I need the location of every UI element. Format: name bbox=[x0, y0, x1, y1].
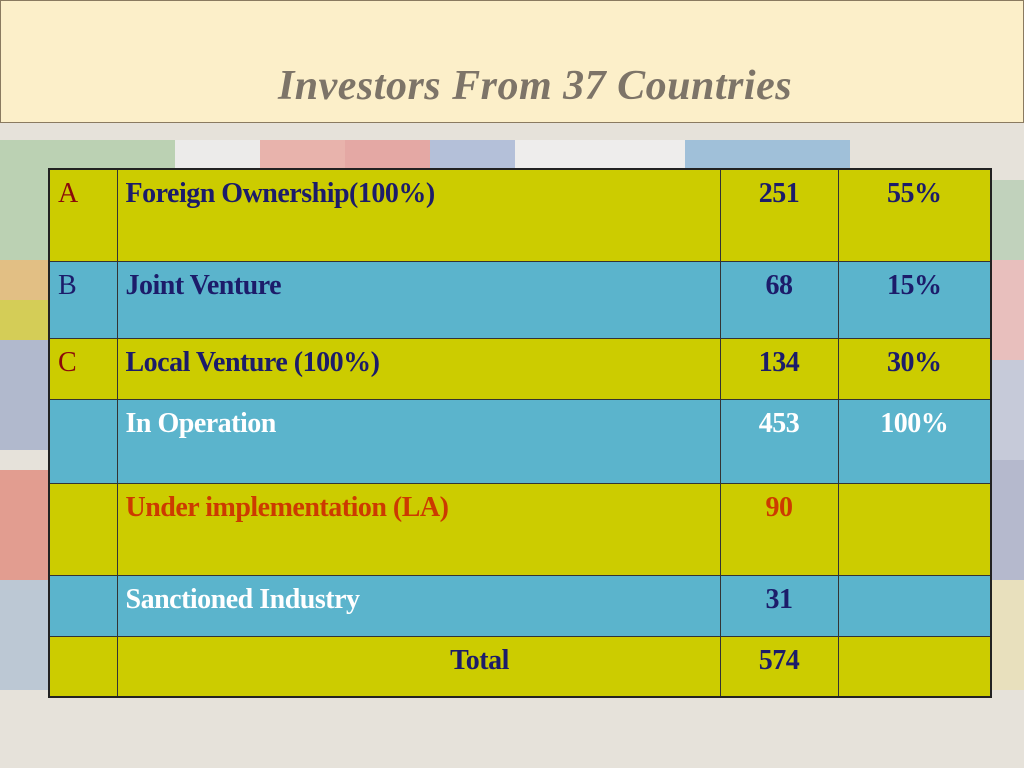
table-row: In Operation 453 100% bbox=[48, 398, 992, 484]
row-share: 55% bbox=[837, 168, 992, 262]
row-name: Total bbox=[116, 635, 721, 698]
row-share bbox=[837, 574, 992, 637]
table-row: Total 574 bbox=[48, 635, 992, 698]
table-row: Sanctioned Industry 31 bbox=[48, 574, 992, 637]
row-count: 251 bbox=[719, 168, 839, 262]
row-name: Under implementation (LA) bbox=[116, 482, 721, 576]
row-share: 15% bbox=[837, 260, 992, 339]
row-name: Local Venture (100%) bbox=[116, 337, 721, 400]
data-table: A Foreign Ownership(100%) 251 55% B Joint Ven… bbox=[48, 168, 992, 698]
row-label bbox=[48, 574, 118, 637]
table-row: A Foreign Ownership(100%) 251 55% bbox=[48, 168, 992, 262]
row-share: 30% bbox=[837, 337, 992, 400]
row-count: 134 bbox=[719, 337, 839, 400]
row-count: 574 bbox=[719, 635, 839, 698]
row-name: Joint Venture bbox=[116, 260, 721, 339]
row-label: C bbox=[48, 337, 118, 400]
title-banner bbox=[0, 0, 1024, 123]
row-name: Sanctioned Industry bbox=[116, 574, 721, 637]
table-row: Under implementation (LA) 90 bbox=[48, 482, 992, 576]
row-label: B bbox=[48, 260, 118, 339]
row-count: 90 bbox=[719, 482, 839, 576]
row-share: 100% bbox=[837, 398, 992, 484]
row-label: A bbox=[48, 168, 118, 262]
row-name: In Operation bbox=[116, 398, 721, 484]
row-share bbox=[837, 635, 992, 698]
table-row: C Local Venture (100%) 134 30% bbox=[48, 337, 992, 400]
row-label bbox=[48, 635, 118, 698]
row-label bbox=[48, 482, 118, 576]
row-share bbox=[837, 482, 992, 576]
row-count: 68 bbox=[719, 260, 839, 339]
slide-title: Investors From 37 Countries bbox=[277, 63, 793, 109]
table-row: B Joint Venture 68 15% bbox=[48, 260, 992, 339]
row-name: Foreign Ownership(100%) bbox=[116, 168, 721, 262]
row-count: 453 bbox=[719, 398, 839, 484]
row-label bbox=[48, 398, 118, 484]
row-count: 31 bbox=[719, 574, 839, 637]
